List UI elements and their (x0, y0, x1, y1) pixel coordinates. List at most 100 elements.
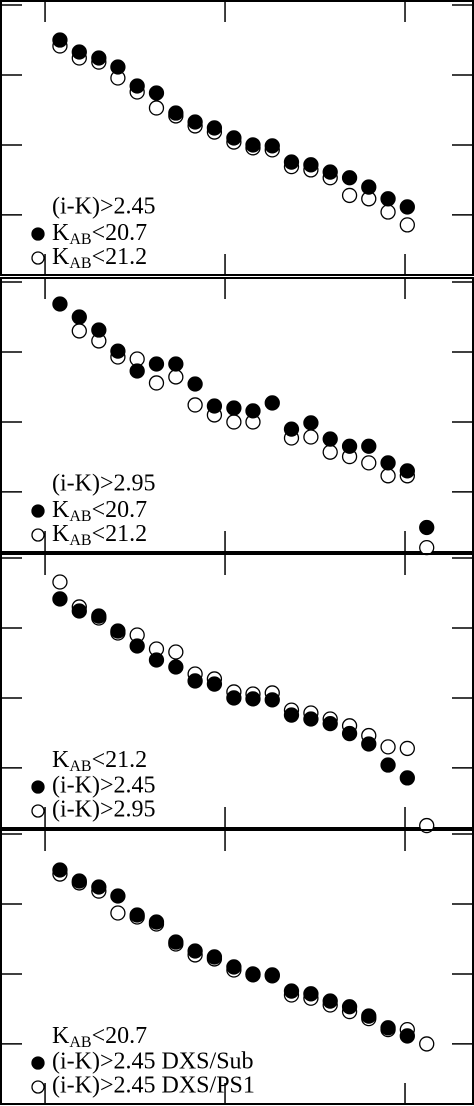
filled-point (129, 907, 145, 923)
open-point (380, 204, 396, 220)
filled-point (322, 431, 338, 447)
open-point (399, 740, 415, 757)
open-point (148, 375, 165, 391)
open-point (399, 217, 415, 233)
filled-point (71, 44, 87, 60)
legend-label: (i-K)>2.45 DXS/PS1 (52, 1073, 255, 1099)
filled-point (303, 711, 319, 727)
legend-marker (31, 504, 45, 518)
panel-frame (0, 0, 474, 276)
filled-point (399, 463, 415, 479)
open-point (110, 905, 126, 921)
filled-point (303, 157, 319, 173)
filled-point (399, 1028, 415, 1044)
filled-point (341, 725, 358, 742)
filled-point (361, 438, 377, 454)
filled-point (168, 105, 184, 121)
annotation: (i-K)>2.45 (52, 194, 156, 220)
filled-point (264, 967, 280, 983)
filled-point (245, 691, 261, 707)
filled-point (206, 398, 223, 414)
filled-point (110, 343, 126, 359)
filled-point (206, 120, 223, 136)
filled-point (380, 455, 396, 471)
filled-point (148, 85, 165, 101)
filled-point (380, 191, 396, 207)
filled-point (361, 736, 377, 752)
filled-point (322, 993, 338, 1009)
filled-point (187, 673, 203, 689)
filled-point (52, 296, 68, 312)
filled-point (283, 421, 300, 437)
filled-point (187, 114, 203, 130)
legend-marker (31, 251, 45, 265)
open-point (419, 1036, 435, 1052)
filled-point (91, 608, 107, 624)
filled-point (52, 32, 68, 48)
filled-point (91, 50, 107, 66)
filled-point (322, 164, 338, 180)
filled-point (129, 363, 145, 379)
legend-label: (i-K)>2.95 (52, 797, 156, 823)
legend-marker (31, 1056, 45, 1070)
filled-point (341, 170, 358, 186)
filled-point (245, 137, 261, 153)
filled-point (361, 179, 377, 195)
filled-point (129, 638, 145, 654)
filled-point (380, 1020, 396, 1036)
open-point (226, 414, 242, 430)
filled-point (283, 983, 300, 999)
filled-point (52, 862, 68, 878)
filled-point (226, 400, 242, 416)
open-point (52, 574, 68, 590)
open-point (322, 444, 338, 460)
filled-point (264, 395, 280, 411)
legend-marker (31, 528, 45, 542)
panel-frame (0, 553, 474, 829)
filled-point (168, 356, 184, 372)
legend-marker (31, 1080, 45, 1094)
legend-label: KAB<21.2 (52, 521, 147, 549)
filled-point (399, 770, 415, 786)
open-point (148, 100, 165, 116)
legend-marker (31, 227, 45, 241)
filled-point (206, 949, 223, 965)
legend-label: (i-K)>2.45 (52, 773, 156, 799)
filled-point (206, 676, 223, 692)
filled-point (71, 873, 87, 889)
filled-point (303, 986, 319, 1002)
filled-point (264, 138, 280, 154)
filled-point (399, 199, 415, 215)
filled-point (419, 519, 435, 536)
filled-point (52, 591, 68, 607)
open-point (187, 397, 203, 413)
filled-point (71, 603, 87, 619)
filled-point (226, 690, 242, 706)
filled-point (71, 309, 87, 325)
filled-point (380, 757, 396, 773)
filled-point (91, 322, 107, 338)
filled-point (322, 715, 338, 732)
filled-point (226, 959, 242, 975)
legend-label: (i-K)>2.45 DXS/Sub (52, 1049, 254, 1075)
open-point (361, 455, 377, 471)
filled-point (91, 879, 107, 895)
legend-marker (31, 804, 45, 818)
annotation: (i-K)>2.95 (52, 471, 156, 497)
legend-marker (31, 780, 45, 794)
open-point (303, 429, 319, 445)
legend-label: KAB<21.2 (52, 244, 147, 272)
annotation: KAB<21.2 (52, 747, 147, 775)
filled-point (264, 692, 280, 708)
filled-point (168, 659, 184, 675)
filled-point (303, 415, 319, 431)
filled-point (187, 376, 203, 392)
open-point (168, 644, 184, 660)
filled-point (187, 943, 203, 959)
panel-frame (0, 829, 474, 1105)
legend-label: KAB<20.7 (52, 220, 147, 248)
filled-point (283, 707, 300, 723)
filled-point (283, 154, 300, 170)
filled-point (148, 914, 165, 930)
filled-point (341, 999, 358, 1015)
